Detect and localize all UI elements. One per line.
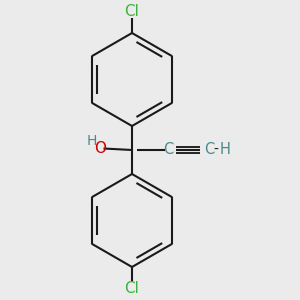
Text: O: O bbox=[94, 141, 106, 156]
Text: C: C bbox=[204, 142, 214, 158]
Text: Cl: Cl bbox=[124, 4, 140, 19]
Text: H: H bbox=[86, 134, 97, 148]
Text: Cl: Cl bbox=[124, 281, 140, 296]
Text: -: - bbox=[214, 143, 218, 157]
Text: H: H bbox=[220, 142, 231, 158]
Text: C: C bbox=[163, 142, 173, 158]
